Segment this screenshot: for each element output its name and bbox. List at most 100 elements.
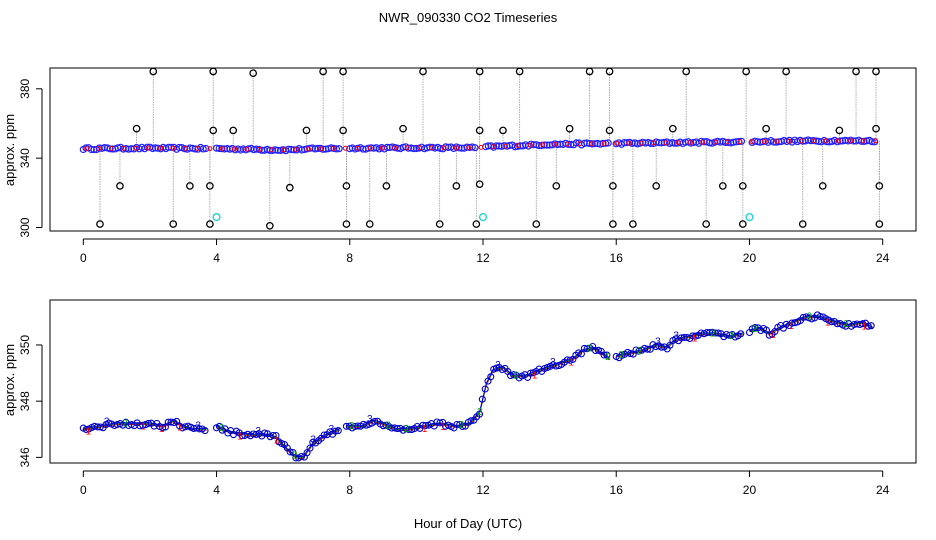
- baseline-red-mark: [515, 143, 521, 149]
- baseline-point: [721, 138, 730, 146]
- baseline-point: [591, 140, 599, 148]
- spike-point: [382, 182, 391, 190]
- series-label-mark: 2: [728, 331, 734, 342]
- baseline-red-mark: [441, 145, 447, 151]
- spike-point: [452, 182, 461, 190]
- series-point: [626, 350, 634, 358]
- baseline-point: [149, 144, 157, 153]
- baseline-red-mark: [207, 146, 213, 152]
- baseline-point: [154, 144, 162, 152]
- spike-point: [132, 124, 141, 133]
- baseline-point: [809, 137, 818, 145]
- spike-point: [209, 126, 218, 135]
- spike-point: [265, 221, 274, 230]
- series-label-mark: 2: [459, 420, 465, 431]
- baseline-red-mark: [342, 145, 348, 151]
- series-line-1: [749, 317, 873, 336]
- spike-point: [875, 220, 884, 228]
- spike-point: [762, 124, 770, 133]
- baseline-red-mark: [219, 146, 225, 152]
- x-tick-label-bottom: 0: [80, 483, 87, 497]
- x-axis-bottom: 0 4 8 12 16 20 24: [80, 470, 890, 497]
- plot-frame-top: [49, 67, 917, 232]
- baseline-red-mark: [429, 145, 435, 151]
- baseline-red-mark: [848, 138, 854, 144]
- baseline-red-mark: [330, 146, 336, 151]
- spike-point: [229, 126, 238, 135]
- y-tick-label-top: 340: [18, 148, 32, 168]
- baseline-point: [335, 145, 343, 153]
- series-label-mark: 2: [587, 343, 593, 354]
- series-point: [286, 448, 294, 456]
- spike-point: [702, 220, 711, 228]
- baseline-point: [471, 144, 479, 152]
- series-point: [306, 444, 314, 452]
- spike-point: [206, 220, 214, 228]
- y-tick-label-top: 300: [18, 217, 32, 237]
- spike-points-top: [96, 67, 884, 230]
- spike-point: [499, 126, 507, 135]
- x-axis-top: 0 4 8 12 16 20 24: [80, 238, 890, 265]
- baseline-red-mark: [232, 146, 237, 152]
- series-label-mark: 1: [440, 422, 446, 433]
- x-tick-label-top: 24: [876, 251, 890, 265]
- series-label-mark: 2: [807, 312, 813, 323]
- baseline-red-mark: [564, 141, 570, 147]
- spike-point: [435, 220, 444, 228]
- baseline-red-mark: [293, 147, 299, 152]
- baseline-red-mark: [170, 145, 176, 151]
- series-point: [691, 332, 700, 340]
- series-point: [269, 431, 277, 440]
- series-point: [331, 427, 339, 435]
- series-label-mark: 3: [655, 337, 661, 348]
- baseline-red-mark: [158, 145, 164, 151]
- series-label-mark: 2: [710, 328, 716, 339]
- series-label-mark: 1: [177, 423, 183, 434]
- series-point: [272, 431, 280, 440]
- baseline-red-mark: [540, 142, 546, 148]
- series-lines-bottom: [83, 315, 873, 459]
- baseline-red-mark: [811, 138, 817, 144]
- baseline-red-mark: [589, 141, 595, 147]
- spike-point: [742, 67, 750, 76]
- baseline-red-mark: [614, 140, 620, 146]
- series-point: [289, 448, 297, 457]
- spike-point: [475, 180, 484, 189]
- baseline-red-mark: [503, 143, 509, 149]
- baseline-red-mark: [601, 141, 607, 147]
- x-tick-label-top: 20: [743, 251, 757, 265]
- series-label-mark: 3: [367, 414, 373, 425]
- series-label-mark: 1: [141, 422, 147, 433]
- baseline-point: [455, 144, 463, 152]
- series-point: [467, 417, 475, 425]
- baseline-red-mark: [527, 142, 533, 148]
- baseline-point: [543, 141, 551, 149]
- spike-point: [342, 182, 351, 190]
- baseline-point: [244, 145, 253, 153]
- baseline-point: [95, 144, 103, 152]
- baseline-point: [271, 146, 279, 154]
- baseline-red-mark: [823, 138, 829, 144]
- series-label-mark: 3: [550, 357, 556, 368]
- series-label-mark: 2: [122, 418, 128, 429]
- series-point: [603, 351, 611, 359]
- y-axis-bottom: 346 348 350: [18, 335, 43, 467]
- baseline-red-mark: [872, 138, 878, 144]
- spike-point: [682, 67, 691, 76]
- baseline-point: [623, 139, 631, 147]
- baseline-point: [535, 142, 543, 150]
- series-label-mark: 2: [219, 423, 225, 434]
- baseline-red-mark: [490, 144, 496, 150]
- baseline-point: [540, 141, 548, 149]
- baseline-point: [332, 145, 340, 153]
- x-tick-label-top: 16: [610, 251, 624, 265]
- y-tick-label-bottom: 350: [18, 335, 32, 355]
- flagged-points-top: [212, 213, 754, 222]
- series-label-mark: 2: [618, 350, 624, 361]
- series-point: [144, 419, 152, 427]
- series-label-mark: 2: [637, 346, 643, 357]
- baseline-red-mark: [774, 138, 780, 144]
- spike-point: [285, 183, 294, 192]
- series-label-mark: 1: [569, 358, 575, 369]
